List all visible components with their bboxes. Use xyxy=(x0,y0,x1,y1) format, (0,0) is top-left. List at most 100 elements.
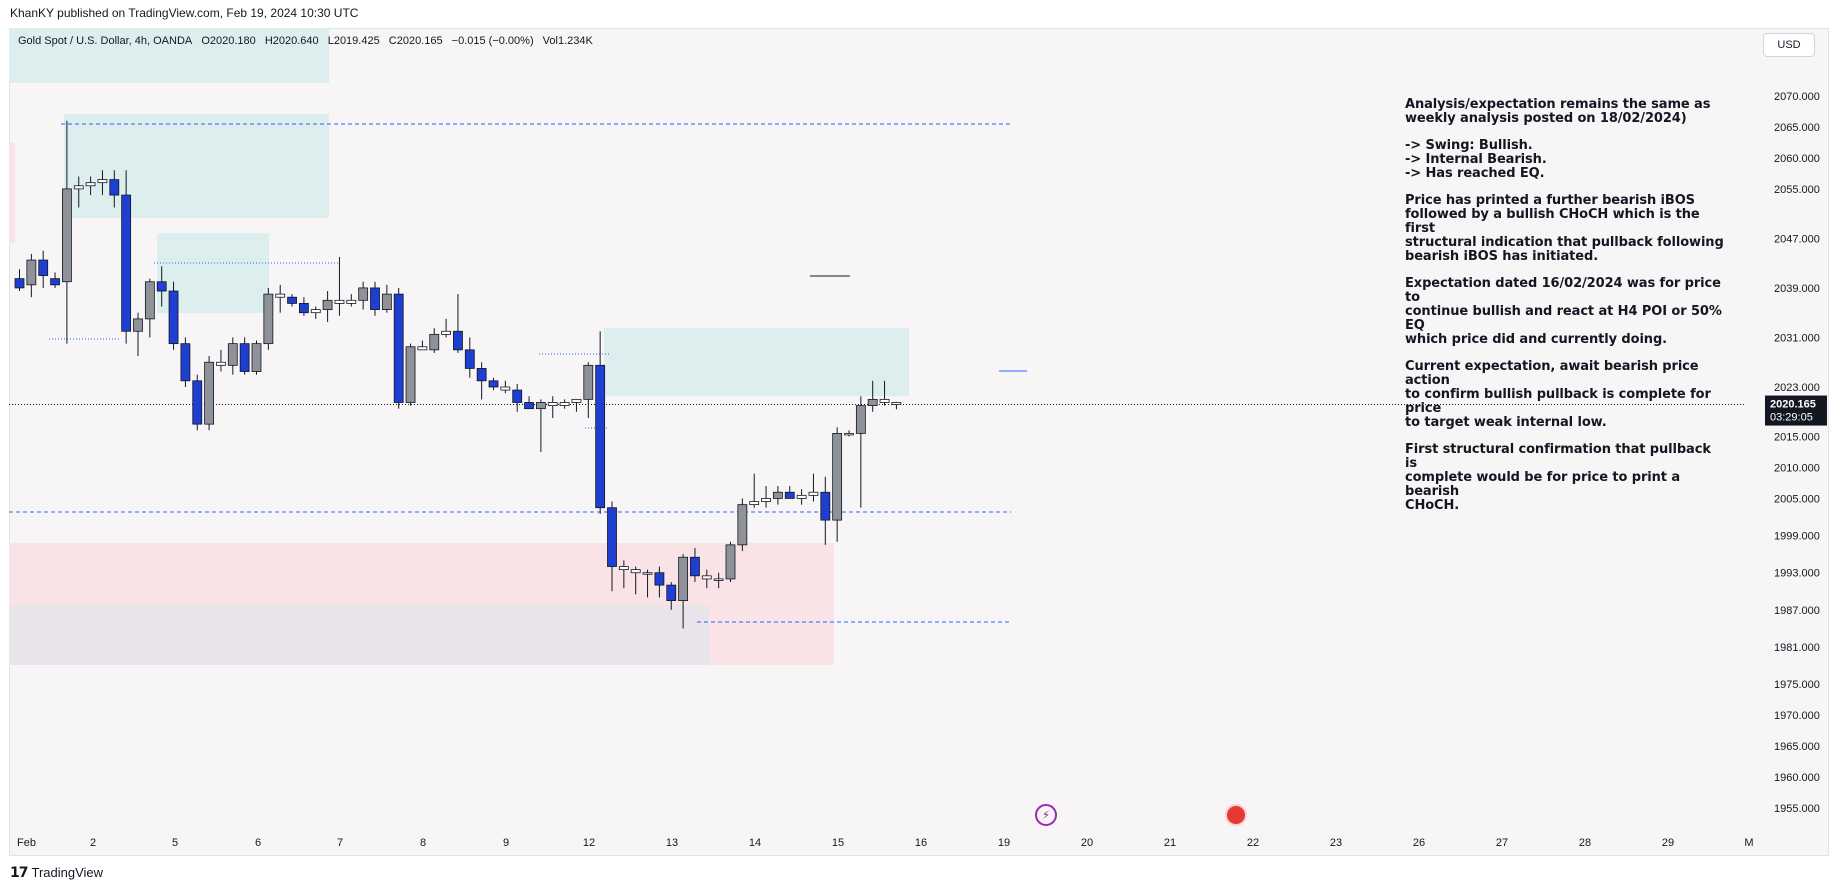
note-paragraph-2: -> Swing: Bullish. -> Internal Bearish. … xyxy=(1405,138,1547,181)
zone-3 xyxy=(604,328,909,396)
candle-body xyxy=(796,494,807,499)
candle-body xyxy=(713,578,724,581)
note-paragraph-4: Expectation dated 16/02/2024 was for pri… xyxy=(1405,276,1722,347)
candle-body xyxy=(618,566,629,571)
x-tick-label-17: 26 xyxy=(1413,837,1425,849)
candle-36 xyxy=(441,318,452,338)
x-tick-label-14: 21 xyxy=(1164,837,1176,849)
candle-48 xyxy=(583,362,594,418)
y-tick-label-4: 2047.000 xyxy=(1774,233,1820,245)
y-tick-label-12: 1993.000 xyxy=(1774,568,1820,580)
candle-body xyxy=(879,398,890,403)
y-tick-label-13: 1987.000 xyxy=(1774,605,1820,617)
candle-55 xyxy=(666,582,677,610)
candle-33 xyxy=(405,343,416,406)
candle-27 xyxy=(334,256,345,316)
candle-37 xyxy=(453,294,463,353)
candle-30 xyxy=(370,281,380,316)
candle-body xyxy=(464,349,475,369)
symbol-name[interactable]: Gold Spot / U.S. Dollar, 4h, OANDA xyxy=(18,35,193,47)
x-tick-label-5: 8 xyxy=(420,837,426,849)
candle-body xyxy=(512,389,523,403)
y-tick-label-16: 1970.000 xyxy=(1774,710,1820,722)
candle-18 xyxy=(227,337,238,375)
candle-54 xyxy=(654,566,665,598)
candle-56 xyxy=(678,554,688,629)
candle-42 xyxy=(512,383,523,412)
current-price-box xyxy=(1765,395,1827,426)
x-tick-label-18: 27 xyxy=(1496,837,1508,849)
x-tick-label-13: 20 xyxy=(1081,837,1093,849)
candle-3 xyxy=(50,272,60,288)
symbol-legend: Gold Spot / U.S. Dollar, 4h, OANDA O2020… xyxy=(18,35,599,47)
note-paragraph-1: Analysis/expectation remains the same as… xyxy=(1405,97,1711,126)
candle-22 xyxy=(275,284,286,313)
candle-57 xyxy=(690,547,700,583)
candle-29 xyxy=(358,281,369,310)
candle-21 xyxy=(263,287,274,350)
candle-body xyxy=(666,584,677,601)
y-tick-label-5: 2039.000 xyxy=(1774,283,1820,295)
candle-body xyxy=(334,299,345,304)
y-tick-label-15: 1975.000 xyxy=(1774,679,1820,691)
candle-body xyxy=(524,402,534,410)
candle-45 xyxy=(547,396,558,418)
candle-73 xyxy=(879,380,890,406)
x-tick-label-4: 7 xyxy=(337,837,343,849)
candle-61 xyxy=(737,498,748,552)
us-flag-icon[interactable] xyxy=(1225,804,1247,826)
candle-38 xyxy=(464,337,475,378)
candle-body xyxy=(216,361,226,366)
candle-13 xyxy=(168,281,179,350)
x-tick-label-16: 23 xyxy=(1330,837,1342,849)
candle-70 xyxy=(844,430,854,437)
candle-58 xyxy=(701,569,712,589)
candle-body xyxy=(227,343,238,366)
candle-body xyxy=(701,575,712,580)
candle-19 xyxy=(239,337,250,375)
candle-0 xyxy=(14,269,25,292)
candle-body xyxy=(263,293,274,345)
candle-body xyxy=(867,398,878,406)
candle-11 xyxy=(144,278,155,338)
candle-body xyxy=(855,405,866,434)
zone-0 xyxy=(9,28,329,83)
candle-4 xyxy=(62,120,72,344)
currency-button[interactable]: USD xyxy=(1763,33,1815,57)
candle-body xyxy=(275,293,286,298)
y-tick-label-7: 2023.000 xyxy=(1774,382,1820,394)
candle-body xyxy=(737,504,748,546)
candle-23 xyxy=(287,294,297,307)
candle-12 xyxy=(156,266,167,307)
candle-20 xyxy=(251,340,262,375)
candle-body xyxy=(547,402,558,406)
note-paragraph-3: Price has printed a further bearish iBOS… xyxy=(1405,193,1724,264)
candle-8 xyxy=(109,170,120,208)
candle-body xyxy=(322,299,333,311)
y-tick-label-3: 2055.000 xyxy=(1774,184,1820,196)
y-tick-label-6: 2031.000 xyxy=(1774,332,1820,344)
zone-1 xyxy=(64,114,329,218)
x-tick-label-2: 5 xyxy=(172,837,178,849)
candle-body xyxy=(50,278,60,286)
candle-34 xyxy=(417,340,428,351)
x-tick-label-19: 28 xyxy=(1579,837,1591,849)
candle-body xyxy=(630,569,641,574)
candle-6 xyxy=(85,176,96,196)
volume-value: Vol1.234K xyxy=(542,35,593,47)
y-tick-label-19: 1955.000 xyxy=(1774,803,1820,815)
candle-7 xyxy=(97,170,108,196)
footer-brand[interactable]: 𝟭𝟳 TradingView xyxy=(10,864,103,881)
note-paragraph-5: Current expectation, await bearish price… xyxy=(1405,359,1711,430)
candlestick-chart[interactable]: 2070.000 2065.000 2060.000 2055.000 2047.000… xyxy=(9,28,1827,854)
candle-body xyxy=(453,330,463,351)
candle-14 xyxy=(180,337,191,387)
candle-body xyxy=(891,402,902,405)
lightning-icon[interactable]: ⚡ xyxy=(1035,804,1057,826)
candle-body xyxy=(607,507,617,567)
x-tick-label-6: 9 xyxy=(503,837,509,849)
candle-53 xyxy=(642,569,653,598)
x-tick-label-12: 19 xyxy=(998,837,1010,849)
candle-body xyxy=(820,491,831,521)
candle-body xyxy=(358,287,369,301)
